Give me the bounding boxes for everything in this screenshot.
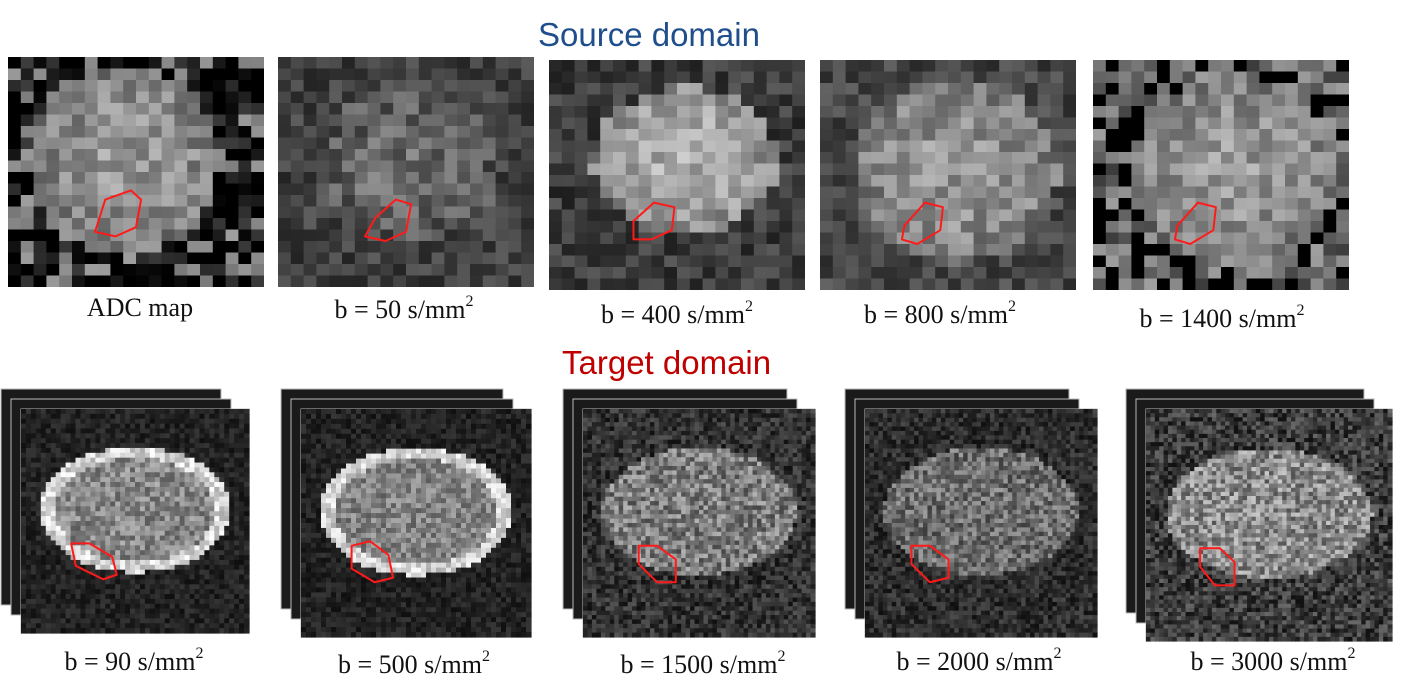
- source-panel-b50: [278, 57, 534, 287]
- target-caption-4: b = 3000 s/mm2: [1190, 645, 1356, 676]
- source-panel-b400: [549, 60, 805, 290]
- target-domain-heading: Target domain: [562, 344, 772, 381]
- source-domain-heading: Source domain: [538, 16, 760, 53]
- source-panel-adc-map: [8, 57, 264, 287]
- target-panel-b90: [0, 388, 250, 634]
- source-caption-4: b = 1400 s/mm2: [1139, 302, 1305, 333]
- source-caption-2: b = 400 s/mm2: [601, 298, 753, 329]
- lesion-outline: [1173, 201, 1217, 245]
- lesion-outline: [94, 189, 143, 238]
- source-caption-0: ADC map: [86, 293, 194, 322]
- source-caption-1: b = 50 s/mm2: [334, 293, 474, 324]
- target-caption-3: b = 2000 s/mm2: [896, 645, 1062, 676]
- lesion-outline: [910, 544, 950, 584]
- target-caption-2: b = 1500 s/mm2: [620, 648, 786, 679]
- source-caption-3: b = 800 s/mm2: [864, 298, 1016, 329]
- target-panel-b3000: [1125, 388, 1393, 642]
- target-caption-0: b = 90 s/mm2: [64, 645, 204, 676]
- target-panel-b500: [280, 388, 532, 638]
- lesion-outline: [350, 540, 394, 584]
- target-panel-b2000: [844, 388, 1098, 638]
- lesion-outline: [1199, 547, 1236, 587]
- lesion-outline: [70, 542, 118, 581]
- lesion-outline: [364, 198, 413, 242]
- target-caption-1: b = 500 s/mm2: [338, 648, 490, 679]
- source-panel-b1400: [1093, 60, 1349, 290]
- lesion-outline: [632, 201, 676, 241]
- target-panel-b1500: [562, 388, 816, 638]
- lesion-outline: [900, 201, 944, 245]
- lesion-outline: [637, 544, 677, 584]
- source-panel-b800: [820, 60, 1076, 290]
